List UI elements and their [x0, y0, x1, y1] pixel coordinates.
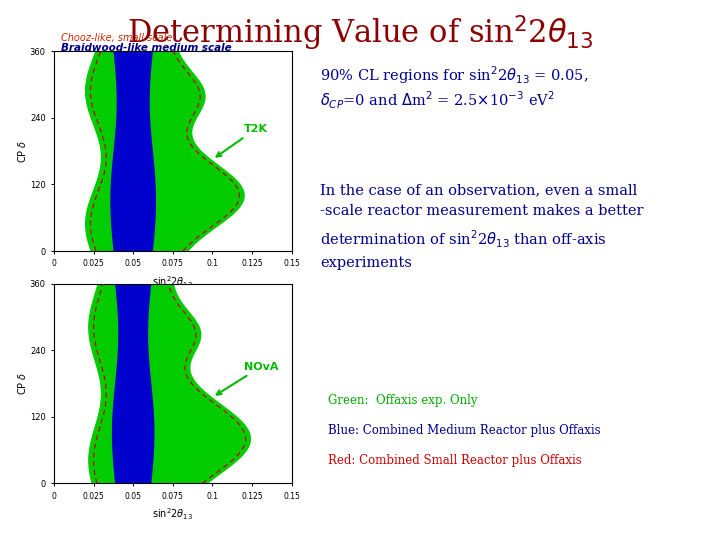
Text: Chooz-like, small scale: Chooz-like, small scale [61, 33, 173, 43]
Text: Blue: Combined Medium Reactor plus Offaxis: Blue: Combined Medium Reactor plus Offax… [328, 424, 600, 437]
Text: 90% CL regions for sin$^2$2$\theta_{13}$ = 0.05,: 90% CL regions for sin$^2$2$\theta_{13}$… [320, 65, 589, 86]
Text: Red: Combined Small Reactor plus Offaxis: Red: Combined Small Reactor plus Offaxis [328, 454, 581, 467]
X-axis label: sin$^2$2$\theta_{13}$: sin$^2$2$\theta_{13}$ [153, 274, 193, 289]
Polygon shape [86, 51, 244, 251]
Y-axis label: CP $\delta$: CP $\delta$ [17, 139, 28, 163]
Polygon shape [89, 284, 251, 483]
Text: Green:  Offaxis exp. Only: Green: Offaxis exp. Only [328, 394, 477, 407]
Polygon shape [111, 51, 156, 251]
Text: T2K: T2K [217, 124, 268, 157]
Y-axis label: CP $\delta$: CP $\delta$ [17, 372, 28, 395]
Text: NOvA: NOvA [217, 361, 279, 395]
Text: $\delta_{CP}$=0 and $\Delta$m$^2$ = 2.5$\times$10$^{-3}$ eV$^2$: $\delta_{CP}$=0 and $\Delta$m$^2$ = 2.5$… [320, 89, 555, 111]
Polygon shape [112, 284, 154, 483]
Text: Determining Value of sin$^2$2$\theta_{13}$: Determining Value of sin$^2$2$\theta_{13… [127, 14, 593, 53]
Text: Braidwood-like medium scale: Braidwood-like medium scale [61, 43, 232, 53]
X-axis label: sin$^2$2$\theta_{13}$: sin$^2$2$\theta_{13}$ [153, 506, 193, 522]
Text: In the case of an observation, even a small
-scale reactor measurement makes a b: In the case of an observation, even a sm… [320, 184, 644, 270]
